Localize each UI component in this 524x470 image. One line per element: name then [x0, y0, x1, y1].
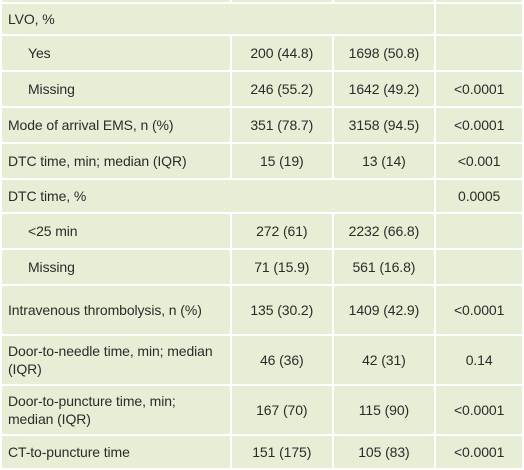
row-label: Door-to-puncture time, min; median (IQR) [0, 384, 232, 436]
p-value: <0.0001 [434, 70, 524, 108]
table-row: Door-to-puncture time, min; median (IQR)… [0, 384, 524, 436]
group-b-value: 1698 (50.8) [331, 34, 437, 72]
group-b-value: 115 (90) [331, 384, 437, 436]
table-row: Door-to-needle time, min; median (IQR) 46… [0, 334, 524, 386]
row-label: Mode of arrival EMS, n (%) [0, 106, 232, 144]
p-value: <0.0001 [434, 284, 524, 336]
p-value: <0.0001 [434, 434, 524, 470]
group-a-value: 167 (70) [229, 384, 334, 436]
group-b-value: 3158 (94.5) [331, 106, 437, 144]
p-value: <0.001 [434, 142, 524, 180]
group-a-value: 135 (30.2) [229, 284, 334, 336]
table-row: <25 min 272 (61) 2232 (66.8) [0, 212, 524, 250]
group-a-value: 71 (15.9) [229, 248, 334, 286]
group-a-value: 151 (175) [229, 434, 334, 470]
group-b-value: 2232 (66.8) [331, 212, 437, 250]
row-label: CT-to-puncture time [0, 434, 232, 470]
row-label: LVO, % [0, 2, 437, 36]
group-a-value: 351 (78.7) [229, 106, 334, 144]
row-label: Missing [0, 70, 232, 108]
group-a-value: 46 (36) [229, 334, 334, 386]
p-value [434, 212, 524, 250]
row-label: Intravenous thrombolysis, n (%) [0, 284, 232, 336]
table-row: Yes 200 (44.8) 1698 (50.8) [0, 34, 524, 72]
table-row: Missing 246 (55.2) 1642 (49.2) <0.0001 [0, 70, 524, 108]
group-a-value: 200 (44.8) [229, 34, 334, 72]
p-value: 0.14 [434, 334, 524, 386]
row-label: DTC time, min; median (IQR) [0, 142, 232, 180]
table-row: LVO, % [0, 2, 524, 36]
group-a-value: 272 (61) [229, 212, 334, 250]
table-row: Intravenous thrombolysis, n (%) 135 (30.2… [0, 284, 524, 336]
group-a-value: 246 (55.2) [229, 70, 334, 108]
group-a-value: 15 (19) [229, 142, 334, 180]
group-b-value: 1642 (49.2) [331, 70, 437, 108]
p-value [434, 2, 524, 36]
table-row: Missing 71 (15.9) 561 (16.8) [0, 248, 524, 286]
row-label: <25 min [0, 212, 232, 250]
table-row: Mode of arrival EMS, n (%) 351 (78.7) 3158… [0, 106, 524, 144]
group-b-value: 42 (31) [331, 334, 437, 386]
row-label: DTC time, % [0, 178, 437, 214]
group-b-value: 1409 (42.9) [331, 284, 437, 336]
p-value: <0.0001 [434, 106, 524, 144]
row-label: Door-to-needle time, min; median (IQR) [0, 334, 232, 386]
table-row: DTC time, min; median (IQR) 15 (19) 13 (14… [0, 142, 524, 180]
row-label: Missing [0, 248, 232, 286]
group-b-value: 561 (16.8) [331, 248, 437, 286]
group-b-value: 13 (14) [331, 142, 437, 180]
group-b-value: 105 (83) [331, 434, 437, 470]
table-row: CT-to-puncture time 151 (175) 105 (83) <0.0… [0, 434, 524, 470]
p-value: <0.0001 [434, 384, 524, 436]
p-value [434, 34, 524, 72]
row-label: Yes [0, 34, 232, 72]
p-value: 0.0005 [434, 178, 524, 214]
p-value [434, 248, 524, 286]
table-row: DTC time, % 0.0005 [0, 178, 524, 214]
table-top-strip [0, 0, 524, 4]
